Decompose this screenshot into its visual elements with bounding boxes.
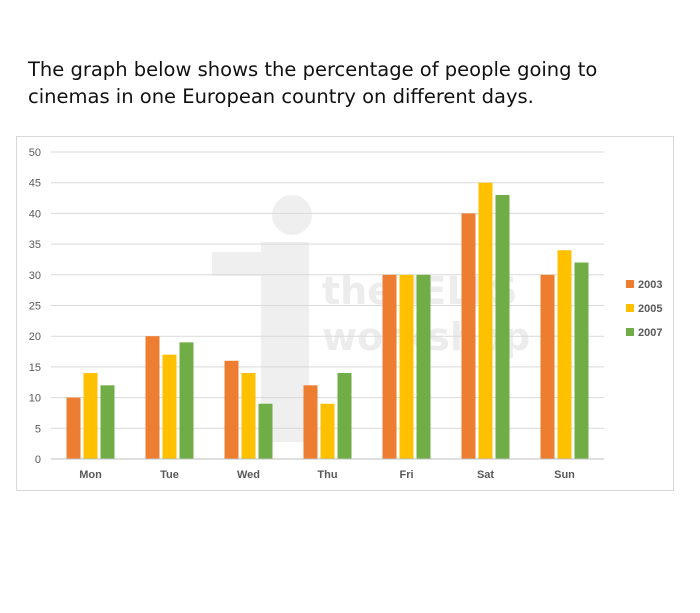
bar-2005-thu bbox=[320, 403, 335, 459]
y-tick-label: 5 bbox=[35, 423, 41, 435]
bar-2007-wed bbox=[258, 403, 273, 459]
bars bbox=[66, 182, 589, 460]
bar-2003-thu bbox=[303, 385, 318, 459]
y-tick-label: 10 bbox=[29, 393, 41, 405]
x-axis: Mon Tue Wed Thu Fri Sat Sun bbox=[51, 458, 604, 481]
legend: 2003 2005 2007 bbox=[626, 279, 662, 339]
legend-swatch-2003 bbox=[626, 280, 634, 288]
bar-2003-wed bbox=[224, 360, 239, 459]
x-tick-label: Mon bbox=[79, 469, 102, 481]
legend-label-2005: 2005 bbox=[638, 303, 662, 315]
bar-2003-sun bbox=[540, 274, 555, 459]
bar-2007-mon bbox=[100, 385, 115, 459]
y-tick-label: 25 bbox=[29, 301, 41, 313]
x-tick-label: Sat bbox=[477, 469, 494, 481]
bar-2003-fri bbox=[382, 274, 397, 459]
bar-2005-tue bbox=[162, 354, 177, 459]
bar-2003-sat bbox=[461, 213, 476, 459]
y-axis: 0 5 10 15 20 25 30 35 40 45 50 bbox=[29, 147, 41, 466]
watermark-serif bbox=[212, 252, 270, 276]
bar-2005-sat bbox=[478, 182, 493, 459]
x-tick-label: Fri bbox=[399, 469, 413, 481]
x-tick-label: Tue bbox=[160, 469, 179, 481]
bar-2005-sun bbox=[557, 250, 572, 459]
bar-2005-fri bbox=[399, 274, 414, 459]
bar-2005-wed bbox=[241, 373, 256, 459]
y-tick-label: 45 bbox=[29, 178, 41, 190]
y-tick-label: 40 bbox=[29, 208, 41, 220]
y-tick-label: 0 bbox=[35, 454, 41, 466]
bar-2007-fri bbox=[416, 274, 431, 459]
x-tick-label: Sun bbox=[554, 469, 575, 481]
y-tick-label: 20 bbox=[29, 331, 41, 343]
bar-2003-tue bbox=[145, 336, 160, 459]
bar-2005-mon bbox=[83, 373, 98, 459]
x-tick-label: Thu bbox=[317, 469, 337, 481]
y-tick-label: 30 bbox=[29, 270, 41, 282]
y-tick-label: 50 bbox=[29, 147, 41, 159]
legend-label-2003: 2003 bbox=[638, 279, 662, 291]
bar-2003-mon bbox=[66, 397, 81, 459]
bar-2007-sat bbox=[495, 194, 510, 460]
bar-2007-sun bbox=[574, 262, 589, 459]
chart-heading: The graph below shows the percentage of … bbox=[28, 58, 598, 108]
watermark-dot bbox=[272, 195, 312, 235]
y-tick-label: 15 bbox=[29, 362, 41, 374]
legend-swatch-2007 bbox=[626, 328, 634, 336]
bar-chart: the IELTS workshop 05101520253035404550 … bbox=[29, 147, 663, 481]
x-tick-label: Wed bbox=[237, 469, 260, 481]
y-tick-label: 35 bbox=[29, 239, 41, 251]
bar-2007-tue bbox=[179, 342, 194, 459]
chart-container: the IELTS workshop 05101520253035404550 … bbox=[16, 136, 674, 491]
legend-swatch-2005 bbox=[626, 304, 634, 312]
legend-label-2007: 2007 bbox=[638, 327, 662, 339]
gridlines bbox=[51, 151, 604, 429]
bar-2007-thu bbox=[337, 373, 352, 459]
